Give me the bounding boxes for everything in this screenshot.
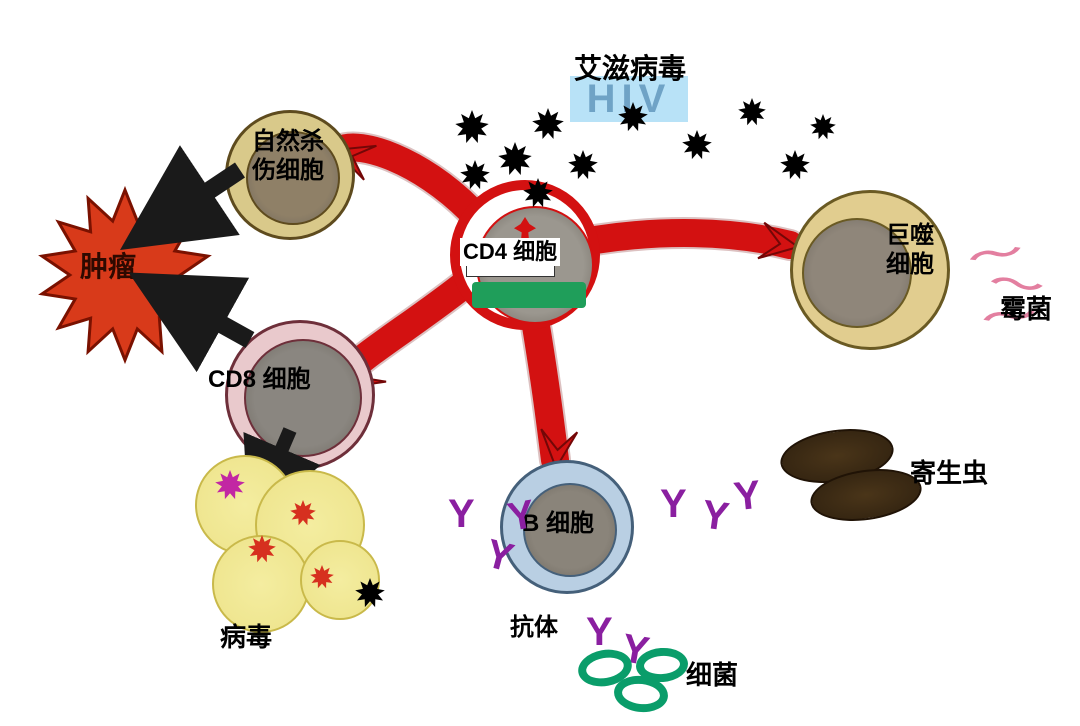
parasite-label: 寄生虫 (910, 458, 988, 489)
antibody-label: 抗体 (510, 614, 558, 643)
fungus-label: 霉菌 (1000, 294, 1052, 325)
cd4-cell-label: CD4 细胞 (460, 238, 560, 266)
hiv-cn-label: 艾滋病毒 (574, 52, 686, 86)
virus-label: 病毒 (220, 622, 272, 653)
bacteria-label: 细菌 (686, 660, 738, 691)
